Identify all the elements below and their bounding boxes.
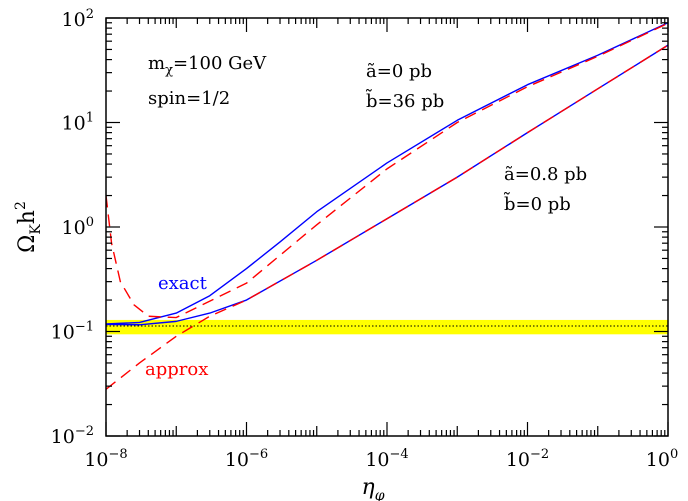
y-tick-label: 102 (62, 7, 94, 31)
x-tick-label: 100 (646, 447, 678, 471)
set2-a-annotation: ã=0.8 pb (504, 164, 587, 185)
approx-label: approx (145, 359, 208, 380)
y-tick-label: 10−1 (51, 320, 94, 344)
y-axis-title: ΩKh2 (13, 201, 44, 253)
set1-b-annotation: b̃=36 pb (365, 89, 444, 112)
band-group (106, 319, 668, 335)
series-line-exact-upper (106, 22, 668, 325)
x-tick-label: 10−8 (84, 447, 127, 471)
series-layer (106, 22, 668, 390)
y-tick-label: 10−2 (51, 424, 94, 448)
relic-density-band (106, 319, 668, 335)
set1-a-annotation: ã=0 pb (366, 61, 432, 82)
spin-annotation: spin=1/2 (148, 88, 230, 109)
ticks-layer (105, 17, 669, 437)
x-tick-label: 10−2 (506, 447, 549, 471)
x-tick-label: 10−4 (365, 447, 408, 471)
x-tick-label: 10−6 (225, 447, 268, 471)
y-tick-label: 100 (62, 215, 94, 239)
exact-label: exact (158, 273, 208, 294)
set2-b-annotation: b̃=0 pb (503, 192, 570, 215)
series-line-approx-lower (106, 44, 668, 390)
y-tick-label: 101 (62, 111, 94, 135)
x-axis-title: ηφ (362, 475, 385, 501)
series-line-approx-upper (106, 22, 668, 319)
mass-annotation: mχ=100 GeV (148, 53, 267, 78)
